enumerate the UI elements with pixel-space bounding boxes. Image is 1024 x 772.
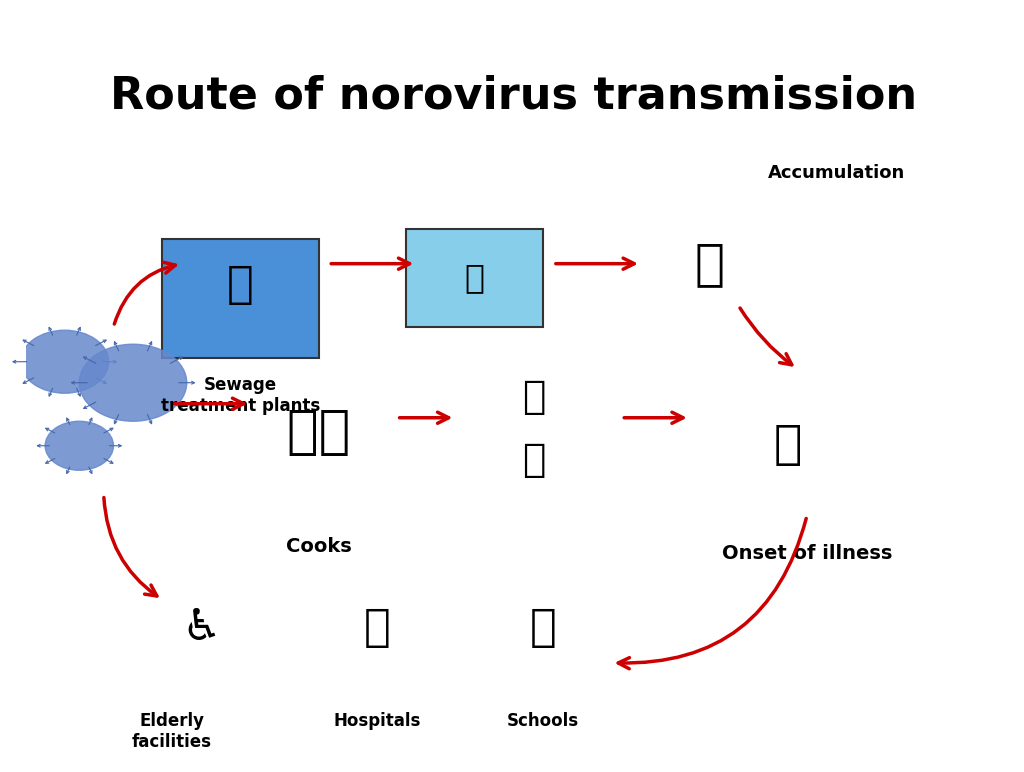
FancyBboxPatch shape [407,229,543,327]
Text: Accumulation: Accumulation [768,164,905,181]
Circle shape [79,344,186,422]
Text: Schools: Schools [507,712,580,730]
Text: 👨‍🍳: 👨‍🍳 [287,406,350,458]
Circle shape [20,330,109,393]
Text: Onset of illness: Onset of illness [722,543,892,563]
FancyBboxPatch shape [163,239,318,358]
Text: 🤢: 🤢 [773,423,802,469]
Text: Hospitals: Hospitals [334,712,421,730]
Text: 🏥: 🏥 [364,606,390,649]
Text: 🏭: 🏭 [227,263,254,306]
Circle shape [45,422,114,470]
Text: ♿: ♿ [181,606,221,649]
Text: 🍙: 🍙 [522,378,545,416]
Text: Sewage
treatment plants: Sewage treatment plants [161,376,321,415]
Text: 🏔️: 🏔️ [465,261,484,294]
Text: Route of norovirus transmission: Route of norovirus transmission [111,75,918,117]
Text: 🏫: 🏫 [529,606,557,649]
Text: 🥐: 🥐 [522,441,545,479]
Text: 🦪: 🦪 [694,239,724,288]
Text: Cooks: Cooks [286,537,351,556]
Text: Elderly
facilities: Elderly facilities [132,712,212,750]
